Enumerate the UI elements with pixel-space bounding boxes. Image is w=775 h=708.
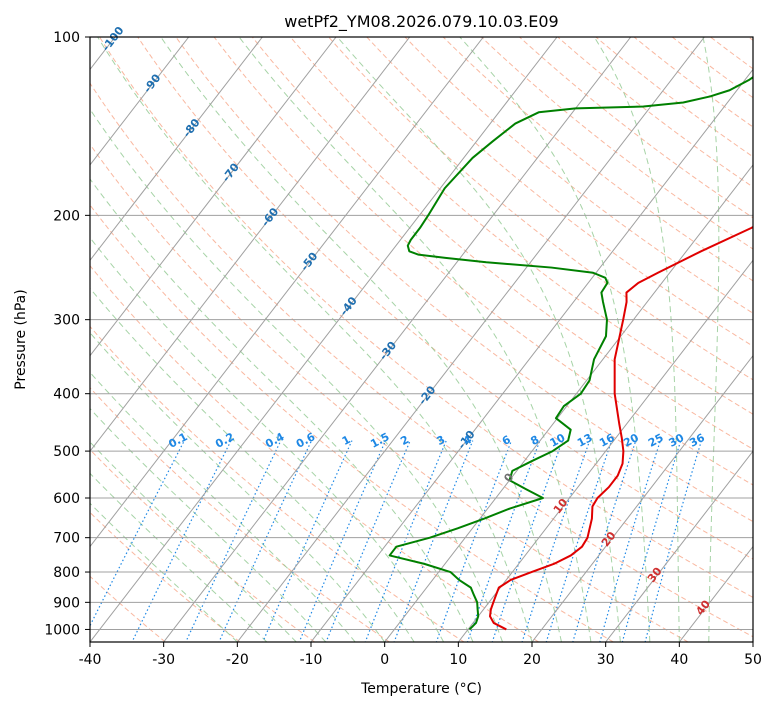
y-tick-label: 1000	[44, 622, 80, 638]
y-tick-label: 500	[53, 444, 80, 460]
mixing-ratio-label: 16	[597, 431, 617, 450]
isotherm-line	[236, 37, 705, 642]
x-tick-label: 30	[597, 652, 615, 668]
mixing-ratio-label: 30	[667, 431, 687, 450]
x-tick-label: 10	[449, 652, 467, 668]
x-tick-label: 20	[523, 652, 541, 668]
plot-profiles	[388, 76, 753, 631]
dry-adiabat	[90, 325, 465, 642]
x-tick-label: 0	[380, 652, 389, 668]
mixing-ratio-line	[621, 440, 682, 642]
chart-title: wetPf2_YM08.2026.079.10.03.E09	[284, 12, 558, 32]
dry-adiabat	[90, 387, 390, 642]
x-tick-label: 40	[670, 652, 688, 668]
isotherm-line	[310, 68, 753, 642]
isotherm-line	[457, 259, 753, 642]
isotherm-line	[90, 37, 263, 262]
dry-adiabat	[90, 143, 689, 642]
mixing-ratio-line	[599, 440, 661, 642]
moist-adiabat	[593, 37, 680, 642]
isotherm-line	[90, 37, 337, 357]
mixing-ratio-label: 20	[621, 431, 641, 450]
isotherm-line	[163, 37, 632, 642]
isotherm-line	[90, 37, 190, 166]
moist-adiabat	[90, 371, 356, 642]
dry-adiabat	[290, 37, 753, 415]
x-tick-label: -20	[226, 652, 249, 668]
dry-adiabat	[90, 511, 241, 642]
y-tick-label: 200	[53, 208, 80, 224]
moist-adiabat	[97, 37, 533, 642]
moist-adiabat	[459, 37, 651, 642]
axes: -40 -30 -20 -10 0 10 20 30 40 50 100 200 300 400 500 60…	[44, 30, 762, 668]
mixing-ratio-line	[521, 440, 591, 642]
mixing-ratio-line	[491, 440, 564, 642]
moist-adiabat	[90, 108, 504, 642]
y-tick-label: 700	[53, 531, 80, 547]
mixing-ratio-line	[218, 440, 313, 642]
dry-adiabat	[137, 37, 753, 560]
y-tick-label: 900	[53, 595, 80, 611]
mixing-ratio-line	[644, 440, 703, 642]
plot-frame	[89, 36, 754, 643]
y-tick-label: 400	[53, 387, 80, 403]
moist-adiabat	[238, 37, 592, 642]
temperature-line	[489, 225, 753, 631]
y-tick-label: 100	[53, 30, 80, 46]
x-tick-label: -30	[152, 652, 175, 668]
dry-adiabat	[90, 204, 614, 642]
dry-adiabat	[90, 575, 166, 642]
moist-adiabat	[90, 287, 415, 642]
mixing-ratio-line	[262, 440, 353, 642]
mixing-ratio-label: 10	[548, 431, 568, 450]
dry-adiabat	[404, 37, 753, 314]
isotherm-line	[90, 37, 558, 642]
isotherm-line	[90, 37, 484, 548]
dry-adiabat	[90, 264, 540, 642]
y-tick-label: 600	[53, 491, 80, 507]
isotherm-line	[90, 37, 411, 452]
mixing-ratio-label: 36	[687, 431, 707, 450]
mixing-ratio-line	[325, 440, 411, 642]
mixing-ratio-line	[185, 440, 282, 642]
moist-adiabat	[160, 37, 562, 642]
dry-adiabat	[90, 448, 315, 642]
moist-adiabat	[90, 236, 445, 642]
y-tick-label: 800	[53, 565, 80, 581]
mixing-ratio-line	[545, 440, 613, 642]
x-tick-label: 50	[744, 652, 762, 668]
moist-adiabat	[336, 37, 621, 642]
moist-adiabat	[90, 472, 268, 642]
x-tick-label: -10	[300, 652, 323, 668]
y-tick-label: 300	[53, 313, 80, 329]
moist-adiabat	[90, 331, 386, 642]
dry-adiabat	[366, 37, 753, 347]
dry-adiabat	[175, 37, 753, 523]
mixing-ratio-line	[298, 440, 387, 642]
y-axis-title: Pressure (hPa)	[13, 289, 29, 389]
dry-adiabat	[251, 37, 753, 450]
mixing-ratio-line	[466, 440, 541, 642]
dewpoint-line	[388, 76, 753, 631]
x-tick-label: -40	[79, 652, 102, 668]
mixing-ratio-label: 25	[646, 431, 666, 450]
isotherm-line	[531, 354, 753, 642]
x-axis-title: Temperature (°C)	[360, 681, 482, 697]
moist-adiabat	[90, 178, 474, 642]
mixing-ratio-line	[131, 440, 232, 642]
dry-adiabat	[90, 82, 753, 638]
plot-background-lines	[90, 37, 753, 642]
isotherm-line	[605, 450, 753, 642]
mixing-ratio-line	[572, 440, 637, 642]
moist-adiabat	[702, 37, 720, 642]
mixing-ratio-label: 13	[575, 431, 595, 450]
